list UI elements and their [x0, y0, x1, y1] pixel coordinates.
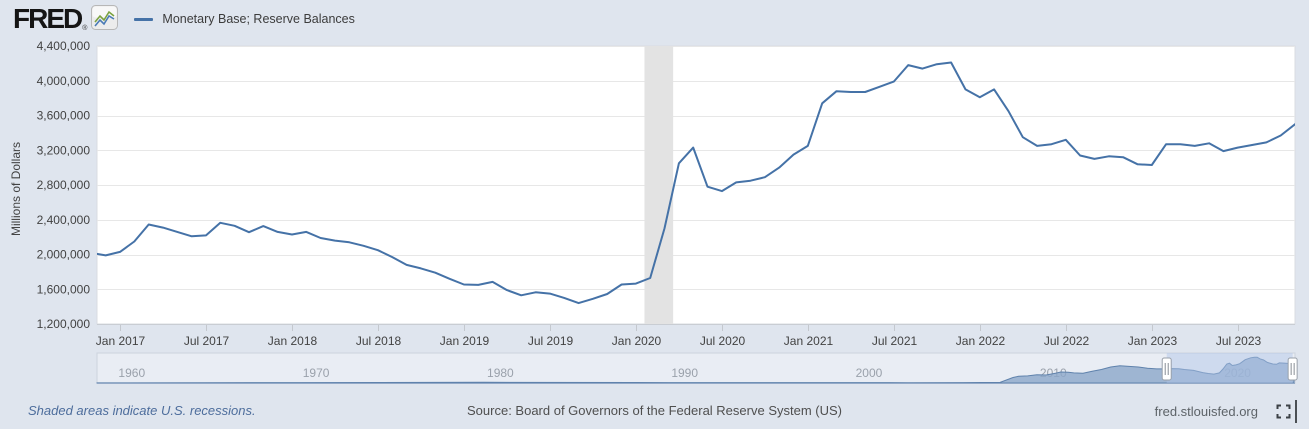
y-axis-label: 2,000,000	[37, 248, 91, 262]
x-axis-label: Jan 2023	[1128, 334, 1178, 348]
y-axis-label: 4,000,000	[37, 74, 91, 88]
y-axis-label: 1,200,000	[37, 317, 91, 331]
x-axis-label: Jan 2021	[784, 334, 834, 348]
x-axis-label: Jan 2018	[268, 334, 318, 348]
y-axis-label: 3,600,000	[37, 109, 91, 123]
footer-right-group: fred.stlouisfed.org	[1155, 400, 1297, 423]
recession-note-link[interactable]: Shaded areas indicate U.S. recessions.	[28, 403, 256, 418]
date-range-slider[interactable]: 1960197019801990200020102020	[0, 350, 1309, 392]
x-axis-label: Jan 2017	[96, 334, 146, 348]
y-axis-label: 4,400,000	[37, 39, 91, 53]
source-link[interactable]: Source: Board of Governors of the Federa…	[467, 403, 842, 418]
y-axis-label: 2,800,000	[37, 178, 91, 192]
y-axis-label: 2,400,000	[37, 213, 91, 227]
legend-label: Monetary Base; Reserve Balances	[162, 12, 355, 26]
x-axis-label: Jul 2017	[184, 334, 230, 348]
decade-label: 1970	[303, 366, 330, 380]
fred-logo[interactable]: FRED ®	[13, 3, 119, 34]
x-axis-label: Jul 2021	[872, 334, 918, 348]
x-axis-label: Jan 2020	[612, 334, 662, 348]
y-axis-label: 3,200,000	[37, 143, 91, 157]
legend-item[interactable]: Monetary Base; Reserve Balances	[134, 12, 355, 26]
sparkline-badge-icon	[91, 5, 119, 30]
decade-label: 1960	[118, 366, 145, 380]
y-axis-title: Millions of Dollars	[9, 142, 23, 236]
x-axis-label: Jul 2022	[1044, 334, 1090, 348]
decade-label: 1980	[487, 366, 514, 380]
x-axis-label: Jul 2019	[528, 334, 574, 348]
decade-label: 1990	[671, 366, 698, 380]
time-series-chart[interactable]: 1,200,000 1,600,000 2,000,000 2,400,000 2,80…	[0, 38, 1309, 350]
y-axis-label: 1,600,000	[37, 282, 91, 296]
fred-logo-text: FRED	[13, 3, 83, 34]
recession-band	[644, 46, 674, 324]
x-axis-label: Jan 2022	[956, 334, 1006, 348]
edge-divider	[1295, 400, 1297, 423]
legend-line-swatch	[134, 17, 154, 21]
fullscreen-icon[interactable]	[1276, 404, 1291, 419]
x-axis-label: Jul 2018	[356, 334, 402, 348]
x-axis-label: Jul 2023	[1216, 334, 1262, 348]
slider-handle-right[interactable]	[1287, 357, 1298, 381]
x-axis-label: Jan 2019	[440, 334, 490, 348]
decade-label: 2000	[856, 366, 883, 380]
chart-footer: Shaded areas indicate U.S. recessions. S…	[0, 392, 1309, 429]
chart-header: FRED ® Monetary Base; Reserve Balances	[0, 0, 1309, 38]
fred-site-link[interactable]: fred.stlouisfed.org	[1154, 404, 1258, 419]
series-line	[97, 61, 1295, 305]
x-axis-label: Jul 2020	[700, 334, 746, 348]
slider-selection[interactable]	[1166, 353, 1293, 383]
registered-mark: ®	[82, 25, 88, 32]
slider-handle-left[interactable]	[1161, 357, 1172, 381]
